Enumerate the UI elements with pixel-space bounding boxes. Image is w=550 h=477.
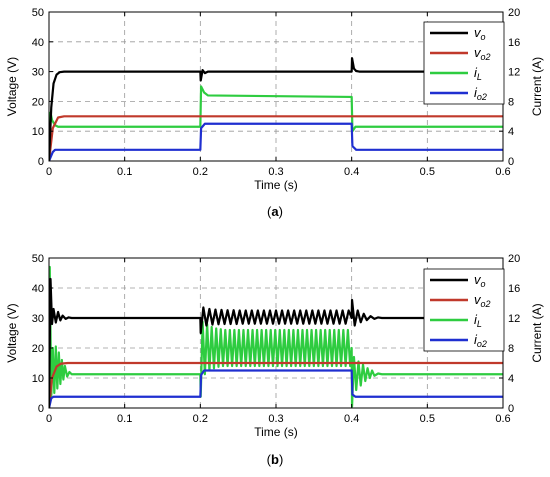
y-right-tick-label: 16 [508, 283, 520, 295]
legend-box [423, 268, 505, 352]
y-left-tick-label: 30 [32, 67, 44, 79]
series-line-io2 [49, 122, 503, 161]
y-right-tick-label: 4 [508, 126, 514, 138]
legend-entry-vo2: vo2 [474, 292, 491, 309]
x-tick-label: 0 [46, 166, 52, 178]
y-left-tick-label: 10 [32, 373, 44, 385]
legend-entry-io2: io2 [474, 332, 487, 349]
x-tick-label: 0.6 [495, 166, 510, 178]
x-tick-label: 0.3 [268, 166, 283, 178]
series-line-io2 [49, 369, 503, 408]
x-axis-label: Time (s) [254, 178, 298, 192]
y-left-tick-label: 20 [32, 96, 44, 108]
y-left-tick-label: 20 [32, 343, 44, 355]
y-right-tick-label: 0 [508, 403, 514, 415]
series-line-vo [49, 277, 503, 408]
x-tick-label: 0.5 [420, 413, 435, 425]
y-left-tick-label: 0 [38, 156, 44, 168]
y-right-tick-label: 20 [508, 253, 520, 265]
series-line-vo2 [49, 361, 503, 408]
legend: vo vo2 iL io2 [423, 21, 505, 105]
y-right-tick-label: 12 [508, 67, 520, 79]
y-right-tick-label: 8 [508, 343, 514, 355]
y-right-tick-label: 0 [508, 156, 514, 168]
y-right-tick-label: 12 [508, 313, 520, 325]
x-tick-label: 0.4 [344, 166, 359, 178]
y-left-axis-label: Voltage (V) [5, 57, 19, 116]
y-right-axis-label: Current (A) [530, 303, 544, 362]
legend-entry-vo: vo [474, 272, 486, 289]
legend-entry-vo2: vo2 [474, 45, 491, 62]
series-line-vo2 [49, 115, 503, 161]
x-tick-label: 0.2 [193, 166, 208, 178]
y-left-tick-label: 10 [32, 126, 44, 138]
legend-entry-iL: iL [474, 312, 482, 329]
series-line-vo [49, 57, 503, 161]
chart-panel-a: 0 0.1 0.2 0.3 0.4 0.5 0.601020304050048121620T… [5, 7, 544, 219]
x-tick-label: 0.1 [117, 413, 132, 425]
x-tick-label: 0.6 [495, 413, 510, 425]
x-tick-label: 0.4 [344, 413, 359, 425]
y-left-tick-label: 50 [32, 7, 44, 19]
y-right-tick-label: 20 [508, 7, 520, 19]
x-tick-label: 0.1 [117, 166, 132, 178]
y-left-tick-label: 0 [38, 403, 44, 415]
y-right-tick-label: 8 [508, 96, 514, 108]
legend: vo vo2 iL io2 [423, 268, 505, 352]
y-right-axis-label: Current (A) [530, 57, 544, 116]
y-right-tick-label: 16 [508, 37, 520, 49]
y-left-tick-label: 40 [32, 283, 44, 295]
legend-entry-iL: iL [474, 65, 482, 82]
figure-caption: (a) [267, 204, 283, 219]
x-tick-label: 0.5 [420, 166, 435, 178]
legend-entry-vo: vo [474, 25, 486, 42]
x-tick-label: 0.2 [193, 413, 208, 425]
figure-caption: (b) [267, 452, 284, 467]
y-left-axis-label: Voltage (V) [5, 303, 19, 362]
chart-panel-b: 0 0.1 0.2 0.3 0.4 0.5 0.601020304050048121620T… [5, 253, 544, 467]
x-axis-label: Time (s) [254, 425, 298, 439]
y-left-tick-label: 50 [32, 253, 44, 265]
y-left-tick-label: 40 [32, 37, 44, 49]
series-line-iL [49, 85, 503, 161]
legend-entry-io2: io2 [474, 85, 487, 102]
x-tick-label: 0 [46, 413, 52, 425]
legend-box [423, 21, 505, 105]
x-tick-label: 0.3 [268, 413, 283, 425]
y-left-tick-label: 30 [32, 313, 44, 325]
y-right-tick-label: 4 [508, 373, 514, 385]
